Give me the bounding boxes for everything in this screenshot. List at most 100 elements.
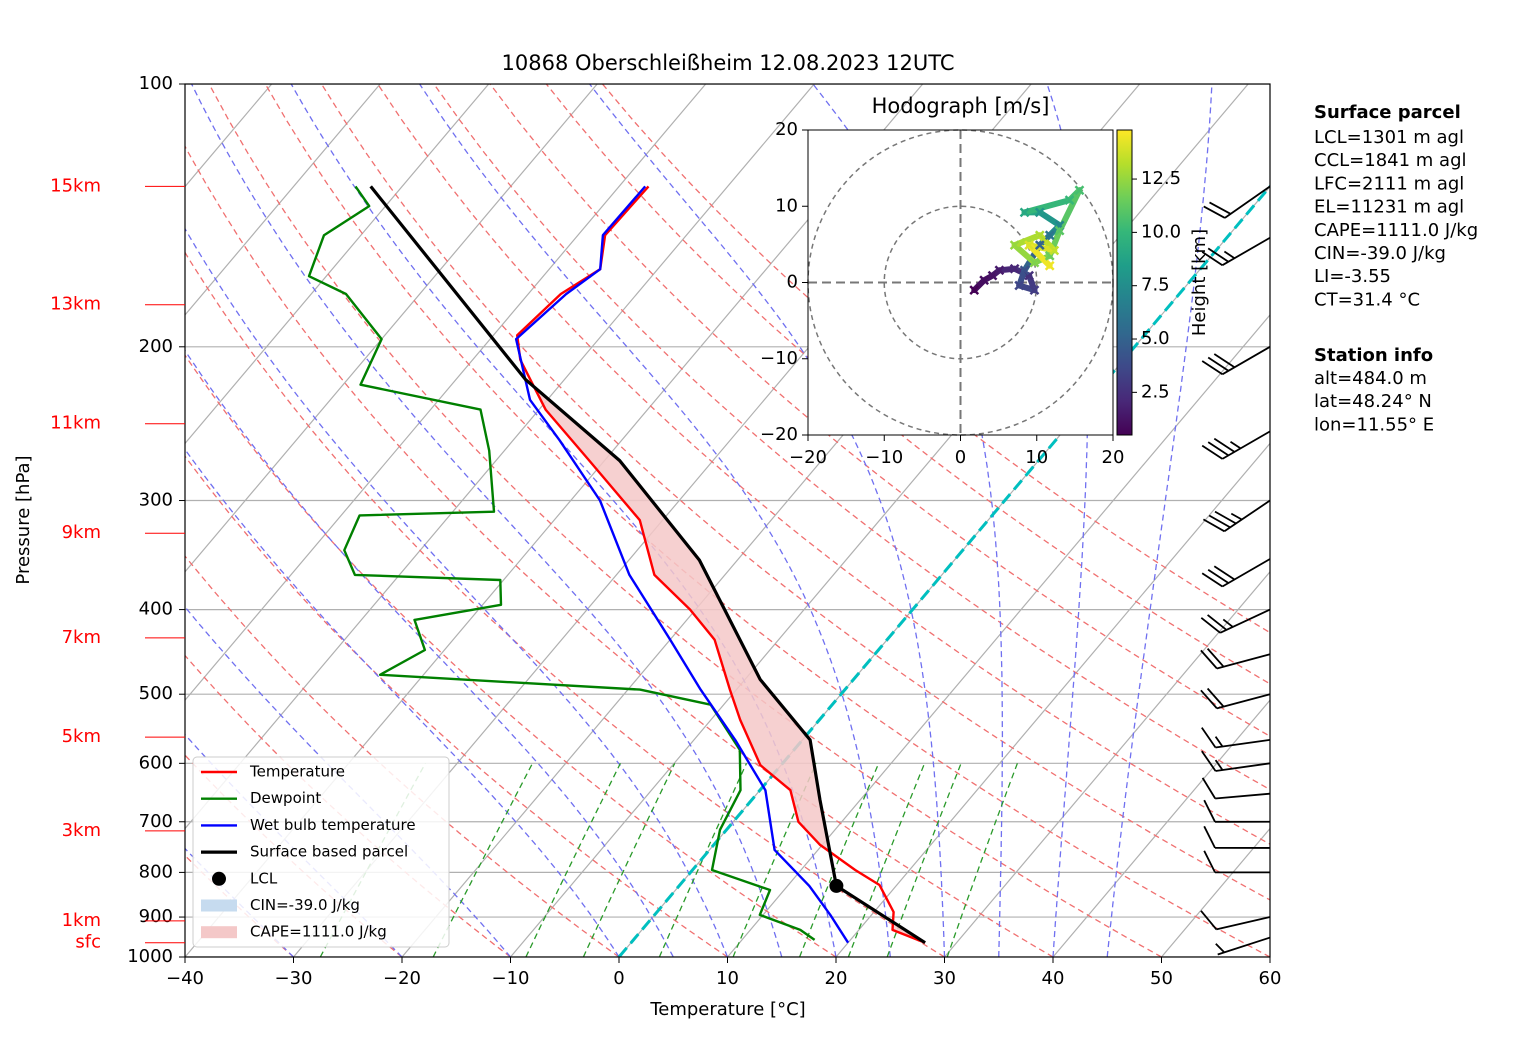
dry-adiabat: [185, 654, 511, 957]
legend-label: CIN=-39.0 J/kg: [250, 896, 360, 914]
mixing-ratio-line: [658, 763, 748, 957]
colorbar-label: Height [km]: [1189, 229, 1210, 336]
hodograph-x-tick-label: 0: [955, 447, 966, 468]
isotherm: [185, 84, 381, 316]
wind-barb: [1203, 825, 1271, 849]
height-tick-label: 9km: [62, 522, 101, 543]
colorbar: [1116, 129, 1133, 436]
wind-barb: [1203, 850, 1271, 874]
info-line: CCL=1841 m agl: [1314, 150, 1467, 171]
moist-adiabat: [191, 84, 783, 957]
wind-barb: [1201, 777, 1271, 800]
dry-adiabat: [320, 84, 1270, 901]
dry-adiabat: [185, 354, 837, 957]
info-line: lon=11.55° E: [1314, 414, 1434, 435]
x-tick-label: −30: [275, 968, 313, 989]
wind-barb: [1203, 799, 1271, 823]
legend-label: Dewpoint: [250, 789, 321, 807]
info-line: CT=31.4 °C: [1314, 289, 1420, 310]
hodograph-title: Hodograph [m/s]: [872, 94, 1050, 118]
y-tick-label: 800: [139, 861, 173, 882]
hodograph-point: [1029, 257, 1040, 268]
hodograph-point: [969, 285, 980, 296]
y-tick-label: 500: [139, 683, 173, 704]
y-tick-label: 1000: [127, 946, 173, 967]
hodograph-point: [979, 275, 990, 286]
hodograph-x-tick-label: −20: [789, 447, 827, 468]
hodograph-segment: [1056, 187, 1083, 234]
hodograph-point: [1064, 195, 1075, 206]
mixing-ratio-line: [525, 763, 621, 957]
y-tick-label: 300: [139, 490, 173, 511]
hodograph-point: [1034, 230, 1045, 241]
height-tick-label: 13km: [50, 294, 101, 315]
hodograph-y-tick-label: 10: [775, 195, 798, 216]
x-tick-label: 60: [1259, 968, 1282, 989]
wind-barb: [1202, 499, 1271, 533]
height-tick-label: 15km: [50, 175, 101, 196]
hodograph-y-tick-label: 0: [787, 272, 798, 293]
y-axis-label: Pressure [hPa]: [13, 455, 34, 584]
hodograph-segment: [1021, 197, 1073, 216]
profile-line: [514, 185, 850, 944]
x-tick-label: 0: [613, 968, 624, 989]
wind-barb: [1201, 727, 1271, 749]
colorbar-tick-label: 10.0: [1141, 221, 1181, 242]
dry-adiabat: [433, 84, 1270, 791]
zero-isotherm: [617, 184, 1270, 957]
moist-adiabat: [185, 349, 674, 957]
hodograph-point: [1019, 207, 1030, 218]
x-tick-label: 50: [1150, 968, 1173, 989]
isotherm: [727, 314, 1270, 957]
hodograph-point: [1074, 185, 1085, 196]
hodograph-point: [1009, 263, 1020, 274]
info-heading: Surface parcel: [1314, 102, 1461, 123]
height-tick-label: sfc: [75, 932, 101, 953]
legend-label: Wet bulb temperature: [250, 816, 416, 834]
chart-title: 10868 Oberschleißheim 12.08.2023 12UTC: [502, 51, 955, 75]
hodograph-point: [1049, 245, 1060, 256]
hodograph-y-tick-label: −10: [760, 348, 798, 369]
hodograph-point: [994, 265, 1005, 276]
wind-barb: [1201, 750, 1271, 772]
wind-barb: [1203, 185, 1271, 219]
y-tick-label: 200: [139, 336, 173, 357]
wind-barb: [1201, 430, 1271, 460]
moist-adiabat: [290, 84, 837, 957]
hodograph-point: [1054, 225, 1065, 236]
legend-patch: [201, 926, 237, 939]
hodograph-point: [1034, 240, 1045, 251]
isotherm: [185, 84, 490, 445]
legend-label: Surface based parcel: [250, 843, 408, 861]
wind-barb: [1201, 558, 1271, 588]
hodograph-point: [1014, 280, 1025, 291]
x-axis-label: Temperature [°C]: [649, 999, 805, 1020]
x-tick-label: −10: [492, 968, 530, 989]
hodograph-point: [1044, 230, 1055, 241]
profile-line: [307, 185, 816, 941]
mixing-ratio-line: [732, 763, 817, 957]
legend-label: LCL: [250, 869, 278, 887]
hodograph-point: [1029, 285, 1040, 296]
dry-adiabat: [185, 555, 620, 957]
hodograph-point: [1034, 207, 1045, 218]
wind-barb: [1215, 936, 1271, 956]
height-tick-label: 7km: [62, 627, 101, 648]
hodograph-point: [1019, 265, 1030, 276]
wind-barb: [1200, 910, 1271, 931]
y-tick-label: 400: [139, 599, 173, 620]
x-tick-label: −20: [383, 968, 421, 989]
info-line: CAPE=1111.0 J/kg: [1314, 220, 1478, 241]
info-line: EL=11231 m agl: [1314, 197, 1464, 218]
info-line: LFC=2111 m agl: [1314, 173, 1464, 194]
hodograph-y-tick-label: −20: [760, 424, 798, 445]
hodograph-point: [1024, 240, 1035, 251]
colorbar-tick-label: 2.5: [1141, 381, 1170, 402]
hodograph-point: [1009, 240, 1020, 251]
hodograph-x-tick-label: −10: [865, 447, 903, 468]
isotherm: [944, 570, 1270, 957]
hodograph-x-tick-label: 20: [1102, 447, 1125, 468]
